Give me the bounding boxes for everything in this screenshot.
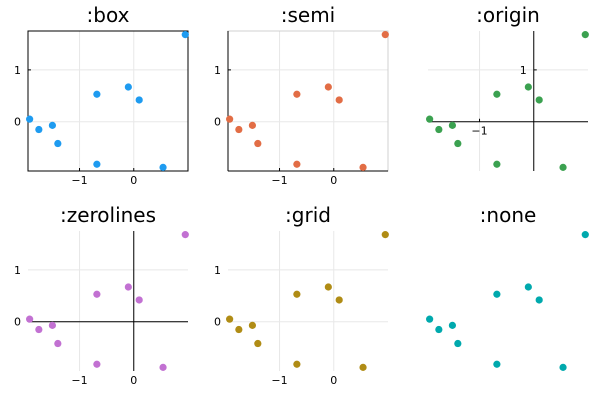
data-point	[293, 160, 301, 168]
subplot-zerolines: :zerolines −1 0 0 1	[14, 203, 189, 387]
data-point	[226, 115, 234, 123]
data-point	[535, 296, 543, 304]
axes-box-light	[227, 30, 389, 172]
data-point	[26, 315, 34, 323]
subplot-title: :none	[480, 203, 537, 227]
data-point	[235, 325, 243, 334]
y-tick-label: 0	[214, 316, 221, 329]
data-point	[581, 31, 589, 39]
data-point	[124, 283, 132, 291]
data-point	[435, 125, 443, 134]
x-tick-label: −1	[471, 125, 487, 138]
y-tick-label: 0	[214, 116, 221, 129]
data-point	[454, 139, 462, 148]
data-point	[448, 121, 457, 129]
y-tick-label: 1	[214, 64, 221, 77]
data-point	[581, 231, 589, 239]
data-point	[335, 296, 343, 304]
y-tick-label: 1	[14, 64, 21, 77]
data-point	[524, 83, 532, 91]
data-point	[159, 163, 167, 171]
data-point	[293, 290, 301, 298]
x-tick-label: 0	[130, 174, 137, 187]
subplot-none: :none	[426, 203, 589, 371]
data-point	[93, 160, 101, 168]
data-point	[324, 83, 332, 91]
data-point	[335, 96, 343, 104]
subplot-origin: :origin −1 1	[426, 3, 589, 171]
y-tick-label: 1	[14, 264, 21, 277]
x-tick-label: 0	[330, 174, 337, 187]
data-point	[35, 125, 43, 134]
subplot-box: :box −1 0 0 1	[14, 3, 189, 187]
data-point	[493, 160, 501, 168]
x-tick-label: −1	[71, 174, 87, 187]
data-point	[381, 31, 389, 39]
y-tick-label: 0	[14, 116, 21, 129]
data-point	[454, 339, 462, 348]
data-point	[426, 115, 434, 123]
data-point	[248, 121, 257, 129]
axes-box	[27, 30, 189, 172]
subplot-title: :semi	[281, 3, 336, 27]
data-point	[254, 339, 262, 348]
data-point	[135, 296, 143, 304]
data-point	[135, 96, 143, 104]
data-point	[54, 339, 62, 348]
data-point	[426, 315, 434, 323]
data-point	[181, 231, 189, 239]
data-point	[35, 325, 43, 334]
data-point	[48, 321, 57, 329]
subplot-title: :origin	[476, 3, 540, 27]
data-point	[54, 139, 62, 148]
data-point	[559, 363, 567, 371]
data-point	[93, 290, 101, 298]
y-tick-label: 1	[520, 64, 527, 77]
data-point	[359, 363, 367, 371]
data-point	[324, 283, 332, 291]
data-point	[181, 31, 189, 39]
data-point	[435, 325, 443, 334]
x-tick-label: 0	[330, 374, 337, 387]
data-point	[493, 90, 501, 98]
data-point	[124, 83, 132, 91]
x-tick-label: −1	[271, 174, 287, 187]
x-tick-label: −1	[71, 374, 87, 387]
data-point	[93, 90, 101, 98]
data-point	[26, 115, 34, 123]
data-point	[248, 321, 257, 329]
data-point	[535, 96, 543, 104]
data-point	[293, 360, 301, 368]
subplot-title: :grid	[285, 203, 331, 227]
data-point	[235, 125, 243, 134]
x-tick-label: 0	[130, 374, 137, 387]
data-point	[448, 321, 457, 329]
subplot-title: :zerolines	[60, 203, 156, 227]
subplot-semi: :semi −1 0 0 1	[214, 3, 389, 187]
data-point	[48, 121, 57, 129]
data-point	[559, 163, 567, 171]
subplot-title: :box	[87, 3, 130, 27]
data-point	[226, 315, 234, 323]
x-tick-label: −1	[271, 374, 287, 387]
data-point	[254, 139, 262, 148]
y-tick-label: 1	[214, 264, 221, 277]
data-point	[493, 290, 501, 298]
subplot-grid: :grid −1 0 0 1	[214, 203, 389, 387]
y-tick-label: 0	[14, 316, 21, 329]
data-point	[93, 360, 101, 368]
data-point	[293, 90, 301, 98]
data-point	[493, 360, 501, 368]
data-point	[159, 363, 167, 371]
data-point	[381, 231, 389, 239]
data-point	[359, 163, 367, 171]
data-point	[524, 283, 532, 291]
